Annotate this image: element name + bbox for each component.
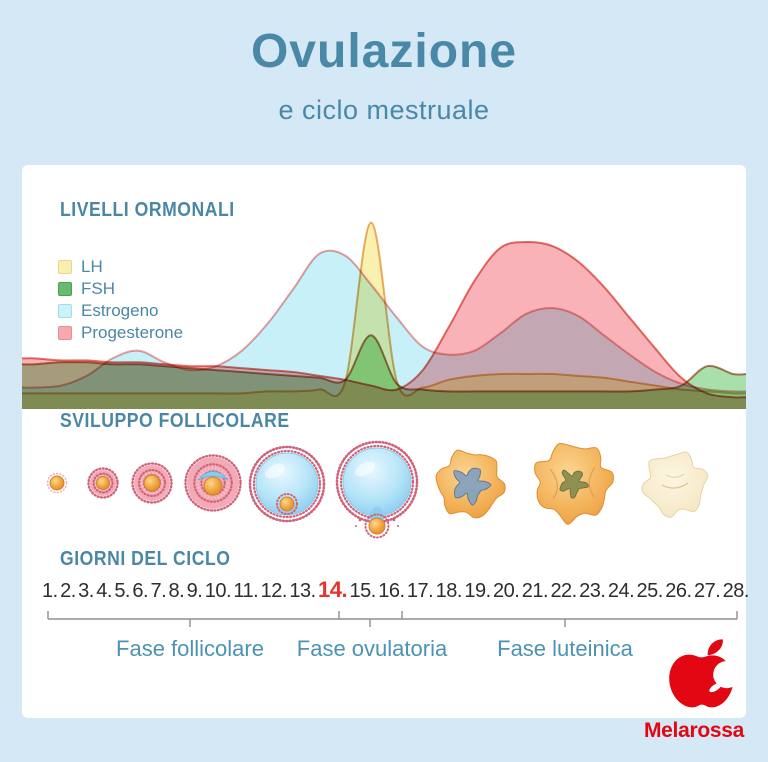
cycle-day-4: 4. [96, 580, 112, 602]
ovulation-follicle-icon [335, 440, 419, 539]
cycle-day-20: 20. [493, 580, 520, 602]
lh-color-swatch [58, 260, 72, 274]
cycle-day-18: 18. [435, 580, 463, 602]
cycle-day-26: 26. [665, 580, 692, 602]
follicle-development-illustration [22, 433, 746, 553]
legend-label: FSH [81, 279, 115, 298]
progesterone-color-swatch [58, 326, 72, 340]
cycle-day-27: 27. [693, 580, 721, 602]
primordial-follicle-icon [46, 472, 68, 494]
section-heading-hormone-levels: LIVELLI ORMONALI [60, 199, 235, 221]
phase-label-luteal: Fase luteinica [497, 636, 633, 661]
early-corpus-luteum-icon [435, 449, 506, 519]
cycle-day-13: 13. [289, 580, 316, 602]
primary-follicle-icon [87, 467, 119, 499]
page-title: Ovulazione [250, 25, 518, 78]
cycle-day-10: 10. [204, 580, 232, 602]
cycle-day-11: 11. [233, 580, 259, 602]
phase-label-follicular: Fase follicolare [116, 636, 264, 661]
cycle-day-14: 14. [318, 577, 348, 602]
cycle-day-12: 12. [260, 580, 288, 602]
cycle-day-28: 28. [722, 580, 750, 602]
legend-label: LH [81, 257, 103, 276]
cycle-day-24: 24. [607, 580, 635, 602]
cycle-day-22: 22. [550, 580, 577, 602]
chart-legend: LH FSH Estrogeno Progesterone [58, 256, 183, 344]
estrogeno-color-swatch [58, 304, 72, 318]
cycle-day-3: 3. [78, 580, 94, 602]
apple-logo-icon [669, 639, 741, 708]
legend-item-fsh: FSH [58, 278, 183, 300]
cycle-day-8: 8. [168, 580, 185, 602]
phase-label-ovulatory: Fase ovulatoria [296, 636, 448, 661]
cycle-day-9: 9. [186, 580, 203, 602]
cycle-day-2: 2. [60, 580, 76, 602]
hormone-levels-chart [21, 203, 747, 409]
legend-item-estrogeno: Estrogeno [58, 300, 183, 322]
secondary-follicle-icon [131, 462, 173, 504]
cycle-day-17: 17. [406, 580, 434, 602]
section-heading-cycle-days: GIORNI DEL CICLO [60, 548, 231, 570]
mature-antral-follicle-icon [248, 445, 326, 523]
cycle-day-23: 23. [579, 580, 606, 602]
cycle-day-7: 7. [150, 580, 167, 602]
page-subtitle: e ciclo mestruale [278, 95, 490, 125]
cycle-day-6: 6. [132, 580, 149, 602]
corpus-albicans-icon [641, 451, 709, 518]
fsh-color-swatch [58, 282, 72, 296]
content-card: LIVELLI ORMONALI LH FSH Estrogeno Progester… [21, 165, 749, 718]
legend-label: Progesterone [81, 323, 184, 342]
cycle-day-5: 5. [114, 580, 130, 602]
cycle-day-15: 15. [349, 580, 377, 602]
phase-bracket [46, 610, 742, 635]
legend-label: Estrogeno [81, 301, 159, 320]
legend-item-progesterone: Progesterone [58, 322, 183, 344]
early-antral-follicle-icon [184, 454, 242, 512]
cycle-day-21: 21. [521, 580, 549, 602]
brand-name: Melarossa [643, 719, 745, 742]
cycle-day-25: 25. [636, 580, 664, 602]
section-heading-follicular-development: SVILUPPO FOLLICOLARE [60, 410, 290, 432]
cycle-day-16: 16. [378, 580, 405, 602]
legend-item-lh: LH [58, 256, 183, 278]
cycle-day-scale: 1. 2. 3. 4. 5. 6. 7. 8. 9. 10. 11. 12. 13. 14. 15. 16. 1… [42, 577, 749, 603]
cycle-day-19: 19. [464, 580, 491, 602]
cycle-day-1: 1. [42, 580, 58, 602]
corpus-luteum-icon [534, 442, 614, 525]
